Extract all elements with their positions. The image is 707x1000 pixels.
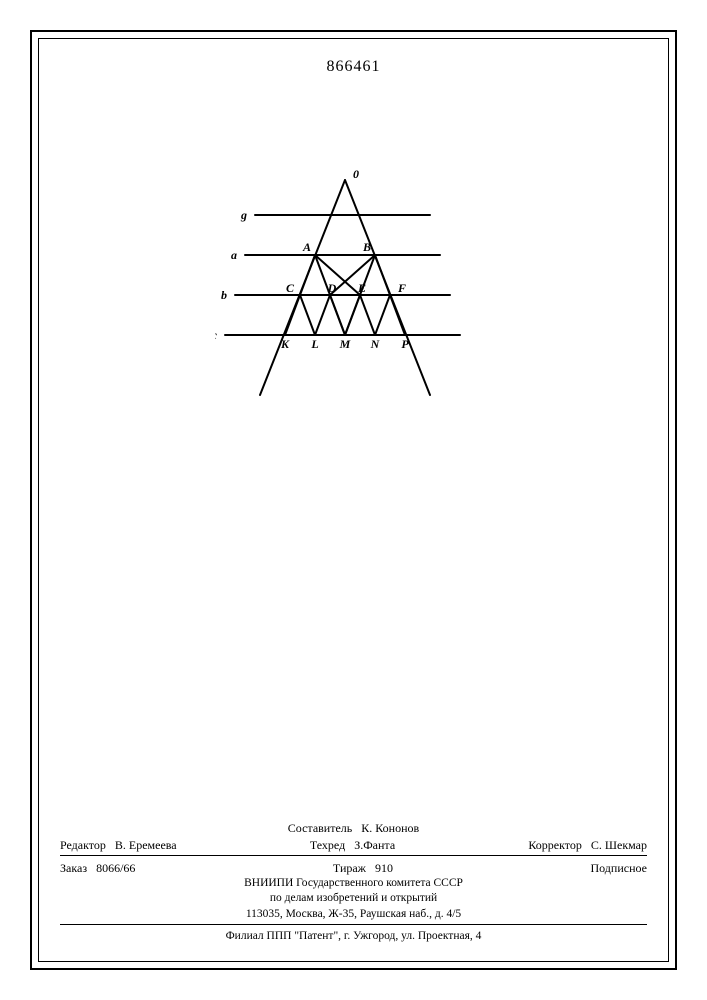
tirazh: Тираж 910	[333, 860, 393, 876]
editor-name: В. Еремеева	[115, 838, 177, 852]
order-row: Заказ 8066/66 Тираж 910 Подписное	[60, 860, 647, 876]
svg-text:K: K	[280, 337, 290, 351]
page: 866461 g a b c 0 A B C D E F K L M N P Составитель К. К…	[0, 0, 707, 1000]
svg-text:L: L	[310, 337, 318, 351]
subscription: Подписное	[590, 860, 647, 876]
tirazh-label: Тираж	[333, 861, 366, 875]
tech-name: З.Фанта	[354, 838, 395, 852]
tech: Техред З.Фанта	[310, 837, 395, 853]
svg-text:D: D	[327, 281, 337, 295]
compiler-label: Составитель	[288, 821, 352, 835]
tech-label: Техред	[310, 838, 345, 852]
tirazh-value: 910	[375, 861, 393, 875]
org-line2: по делам изобретений и открытий	[60, 891, 647, 907]
diagram: g a b c 0 A B C D E F K L M N P	[215, 160, 475, 420]
svg-text:c: c	[215, 328, 218, 342]
compiler-line: Составитель К. Кононов	[60, 820, 647, 836]
diagram-svg: g a b c 0 A B C D E F K L M N P	[215, 160, 475, 420]
divider-2	[60, 924, 647, 925]
svg-text:E: E	[357, 281, 366, 295]
corrector-label: Корректор	[528, 838, 582, 852]
svg-text:N: N	[370, 337, 381, 351]
order-label: Заказ	[60, 861, 87, 875]
svg-text:g: g	[240, 208, 247, 222]
org-line1: ВНИИПИ Государственного комитета СССР	[60, 876, 647, 892]
svg-text:C: C	[286, 281, 295, 295]
svg-text:P: P	[401, 337, 409, 351]
branch-line: Филиал ППП "Патент", г. Ужгород, ул. Про…	[60, 929, 647, 945]
address1: 113035, Москва, Ж-35, Раушская наб., д. …	[60, 907, 647, 923]
credits-row: Редактор В. Еремеева Техред З.Фанта Корр…	[60, 837, 647, 853]
corrector-name: С. Шекмар	[591, 838, 647, 852]
order-value: 8066/66	[96, 861, 135, 875]
footer-block: Составитель К. Кононов Редактор В. Ереме…	[60, 820, 647, 945]
document-number: 866461	[0, 58, 707, 76]
svg-text:M: M	[339, 337, 351, 351]
svg-text:a: a	[231, 248, 237, 262]
editor-label: Редактор	[60, 838, 106, 852]
order: Заказ 8066/66	[60, 860, 135, 876]
editor: Редактор В. Еремеева	[60, 837, 177, 853]
svg-text:A: A	[302, 240, 311, 254]
svg-text:F: F	[397, 281, 406, 295]
svg-text:b: b	[221, 288, 227, 302]
svg-text:0: 0	[353, 167, 359, 181]
svg-text:B: B	[362, 240, 371, 254]
divider-1	[60, 855, 647, 856]
compiler-name: К. Кононов	[361, 821, 419, 835]
corrector: Корректор С. Шекмар	[528, 837, 647, 853]
